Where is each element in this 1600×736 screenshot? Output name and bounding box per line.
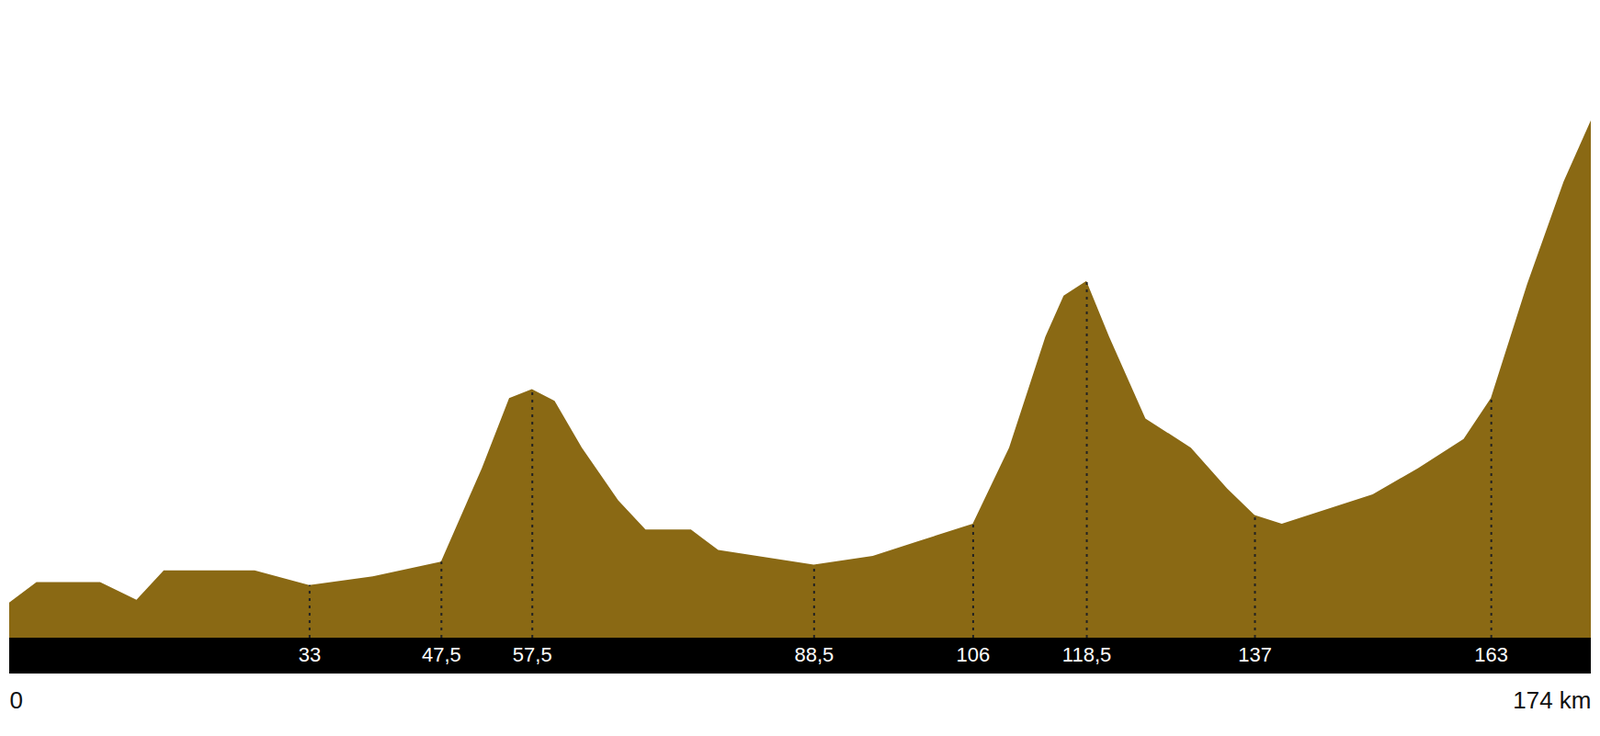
svg-text:57,5: 57,5 [512, 643, 553, 667]
svg-text:118,5: 118,5 [1062, 643, 1112, 667]
svg-text:47,5: 47,5 [421, 643, 462, 667]
svg-text:174 km: 174 km [1512, 686, 1591, 715]
svg-text:163: 163 [1474, 643, 1509, 667]
svg-text:0: 0 [10, 686, 23, 715]
svg-text:106: 106 [956, 643, 991, 667]
svg-text:137: 137 [1237, 643, 1272, 667]
svg-text:33: 33 [298, 643, 321, 667]
svg-text:88,5: 88,5 [794, 643, 834, 667]
